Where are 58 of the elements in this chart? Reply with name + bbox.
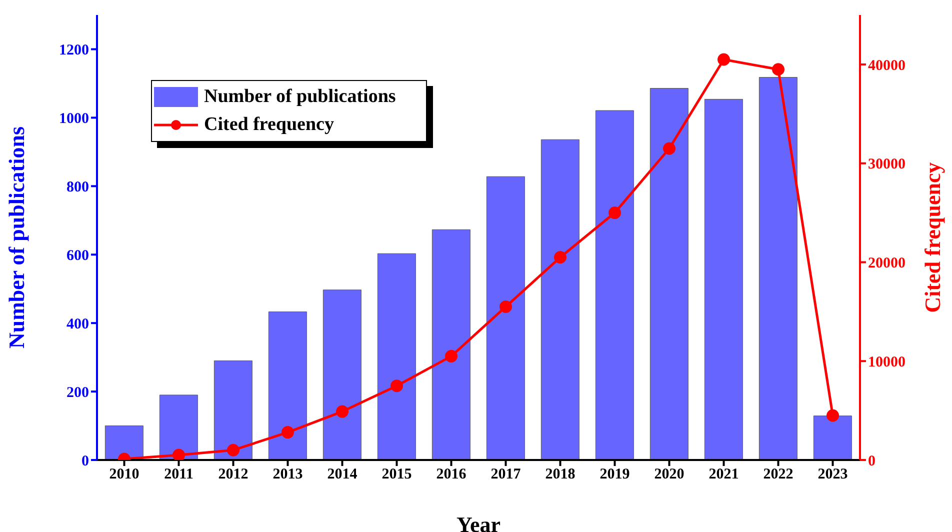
y-tick-label: 600	[66, 248, 89, 264]
y2-tick-label: 40000	[868, 58, 906, 74]
point	[718, 53, 730, 66]
y-tick-label: 800	[66, 179, 89, 196]
x-axis-title: Year	[456, 512, 501, 532]
bar	[650, 88, 688, 460]
x-tick-label: 2017	[490, 466, 522, 483]
y-tick-label: 1200	[59, 42, 89, 59]
point	[772, 63, 784, 76]
y2-tick-label: 10000	[868, 354, 906, 370]
y-tick-label: 200	[66, 384, 89, 401]
x-tick-label: 2014	[327, 466, 358, 483]
point	[445, 350, 458, 362]
y-tick-label: 400	[66, 316, 89, 332]
point	[282, 426, 294, 439]
point	[663, 142, 676, 155]
point	[554, 251, 566, 264]
bar	[595, 110, 634, 460]
bar	[540, 139, 580, 460]
y2-tick-label: 20000	[868, 256, 906, 272]
point	[608, 206, 621, 220]
point	[172, 448, 185, 460]
x-tick-label: 2012	[218, 466, 248, 483]
bar	[486, 176, 525, 460]
x-tick-label: 2013	[272, 466, 303, 483]
bar	[322, 290, 362, 460]
point	[826, 409, 839, 422]
legend-label: Cited frequency	[204, 114, 334, 136]
x-tick-label: 2021	[708, 466, 739, 483]
bar	[268, 312, 307, 460]
y-tick-label: 1000	[59, 111, 89, 128]
x-tick-label: 2011	[164, 466, 194, 483]
y2-tick-label: 30000	[868, 156, 906, 173]
point	[336, 405, 348, 418]
bar	[377, 253, 416, 460]
bar	[159, 394, 198, 460]
bar	[432, 229, 470, 460]
bar	[214, 360, 252, 460]
y-axis-title: Number of publications	[4, 126, 29, 349]
x-tick-label: 2010	[109, 466, 140, 483]
bar	[758, 77, 798, 460]
y2-tick-label: 0	[868, 453, 876, 470]
point	[390, 380, 403, 392]
point	[500, 300, 512, 313]
x-tick-label: 2022	[763, 466, 794, 483]
bar	[104, 426, 144, 460]
x-tick-label: 2023	[818, 466, 848, 483]
x-tick-label: 2019	[600, 466, 630, 483]
y2-axis-title: Cited frequency	[920, 162, 945, 313]
legend-label: Number of publications	[204, 86, 396, 108]
x-tick-label: 2018	[545, 466, 576, 483]
x-tick-label: 2020	[654, 466, 684, 483]
bar	[704, 98, 743, 460]
bar	[813, 416, 852, 460]
y-tick-label: 0	[82, 453, 89, 470]
x-tick-label: 2016	[436, 466, 467, 483]
point	[227, 444, 240, 456]
x-tick-label: 2015	[382, 466, 412, 483]
